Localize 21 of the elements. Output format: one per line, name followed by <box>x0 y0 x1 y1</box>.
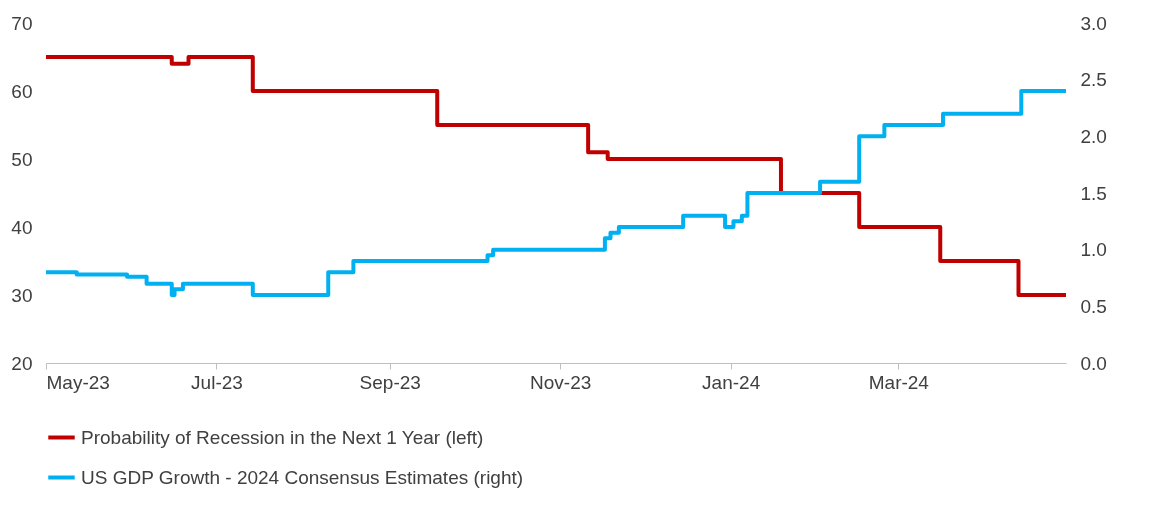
y2-tick-label: 3.0 <box>1080 12 1107 34</box>
y2-tick-label: 1.0 <box>1080 239 1107 261</box>
y2-tick-label: 0.0 <box>1080 352 1107 374</box>
legend-label: US GDP Growth - 2024 Consensus Estimates (right) <box>81 466 524 488</box>
x-tick-label: Jul-23 <box>191 371 243 393</box>
x-tick-label: May-23 <box>46 371 110 393</box>
y-tick-label: 40 <box>11 216 33 238</box>
x-tick-label: Sep-23 <box>359 371 421 393</box>
x-tick-label: Nov-23 <box>530 371 592 393</box>
x-tick-label: Mar-24 <box>868 371 930 393</box>
y-tick-label: 70 <box>11 12 33 34</box>
y2-tick-label: 2.5 <box>1080 69 1107 91</box>
y2-tick-label: 1.5 <box>1080 182 1107 204</box>
y-tick-label: 60 <box>11 80 33 102</box>
y-tick-label: 30 <box>11 284 33 306</box>
x-tick-label: Jan-24 <box>702 371 761 393</box>
y2-tick-label: 2.0 <box>1080 125 1107 147</box>
y-tick-label: 50 <box>11 148 33 170</box>
legend-label: Probability of Recession in the Next 1 Year (left) <box>81 426 484 448</box>
y2-tick-label: 0.5 <box>1080 295 1107 317</box>
y-tick-label: 20 <box>11 352 33 374</box>
